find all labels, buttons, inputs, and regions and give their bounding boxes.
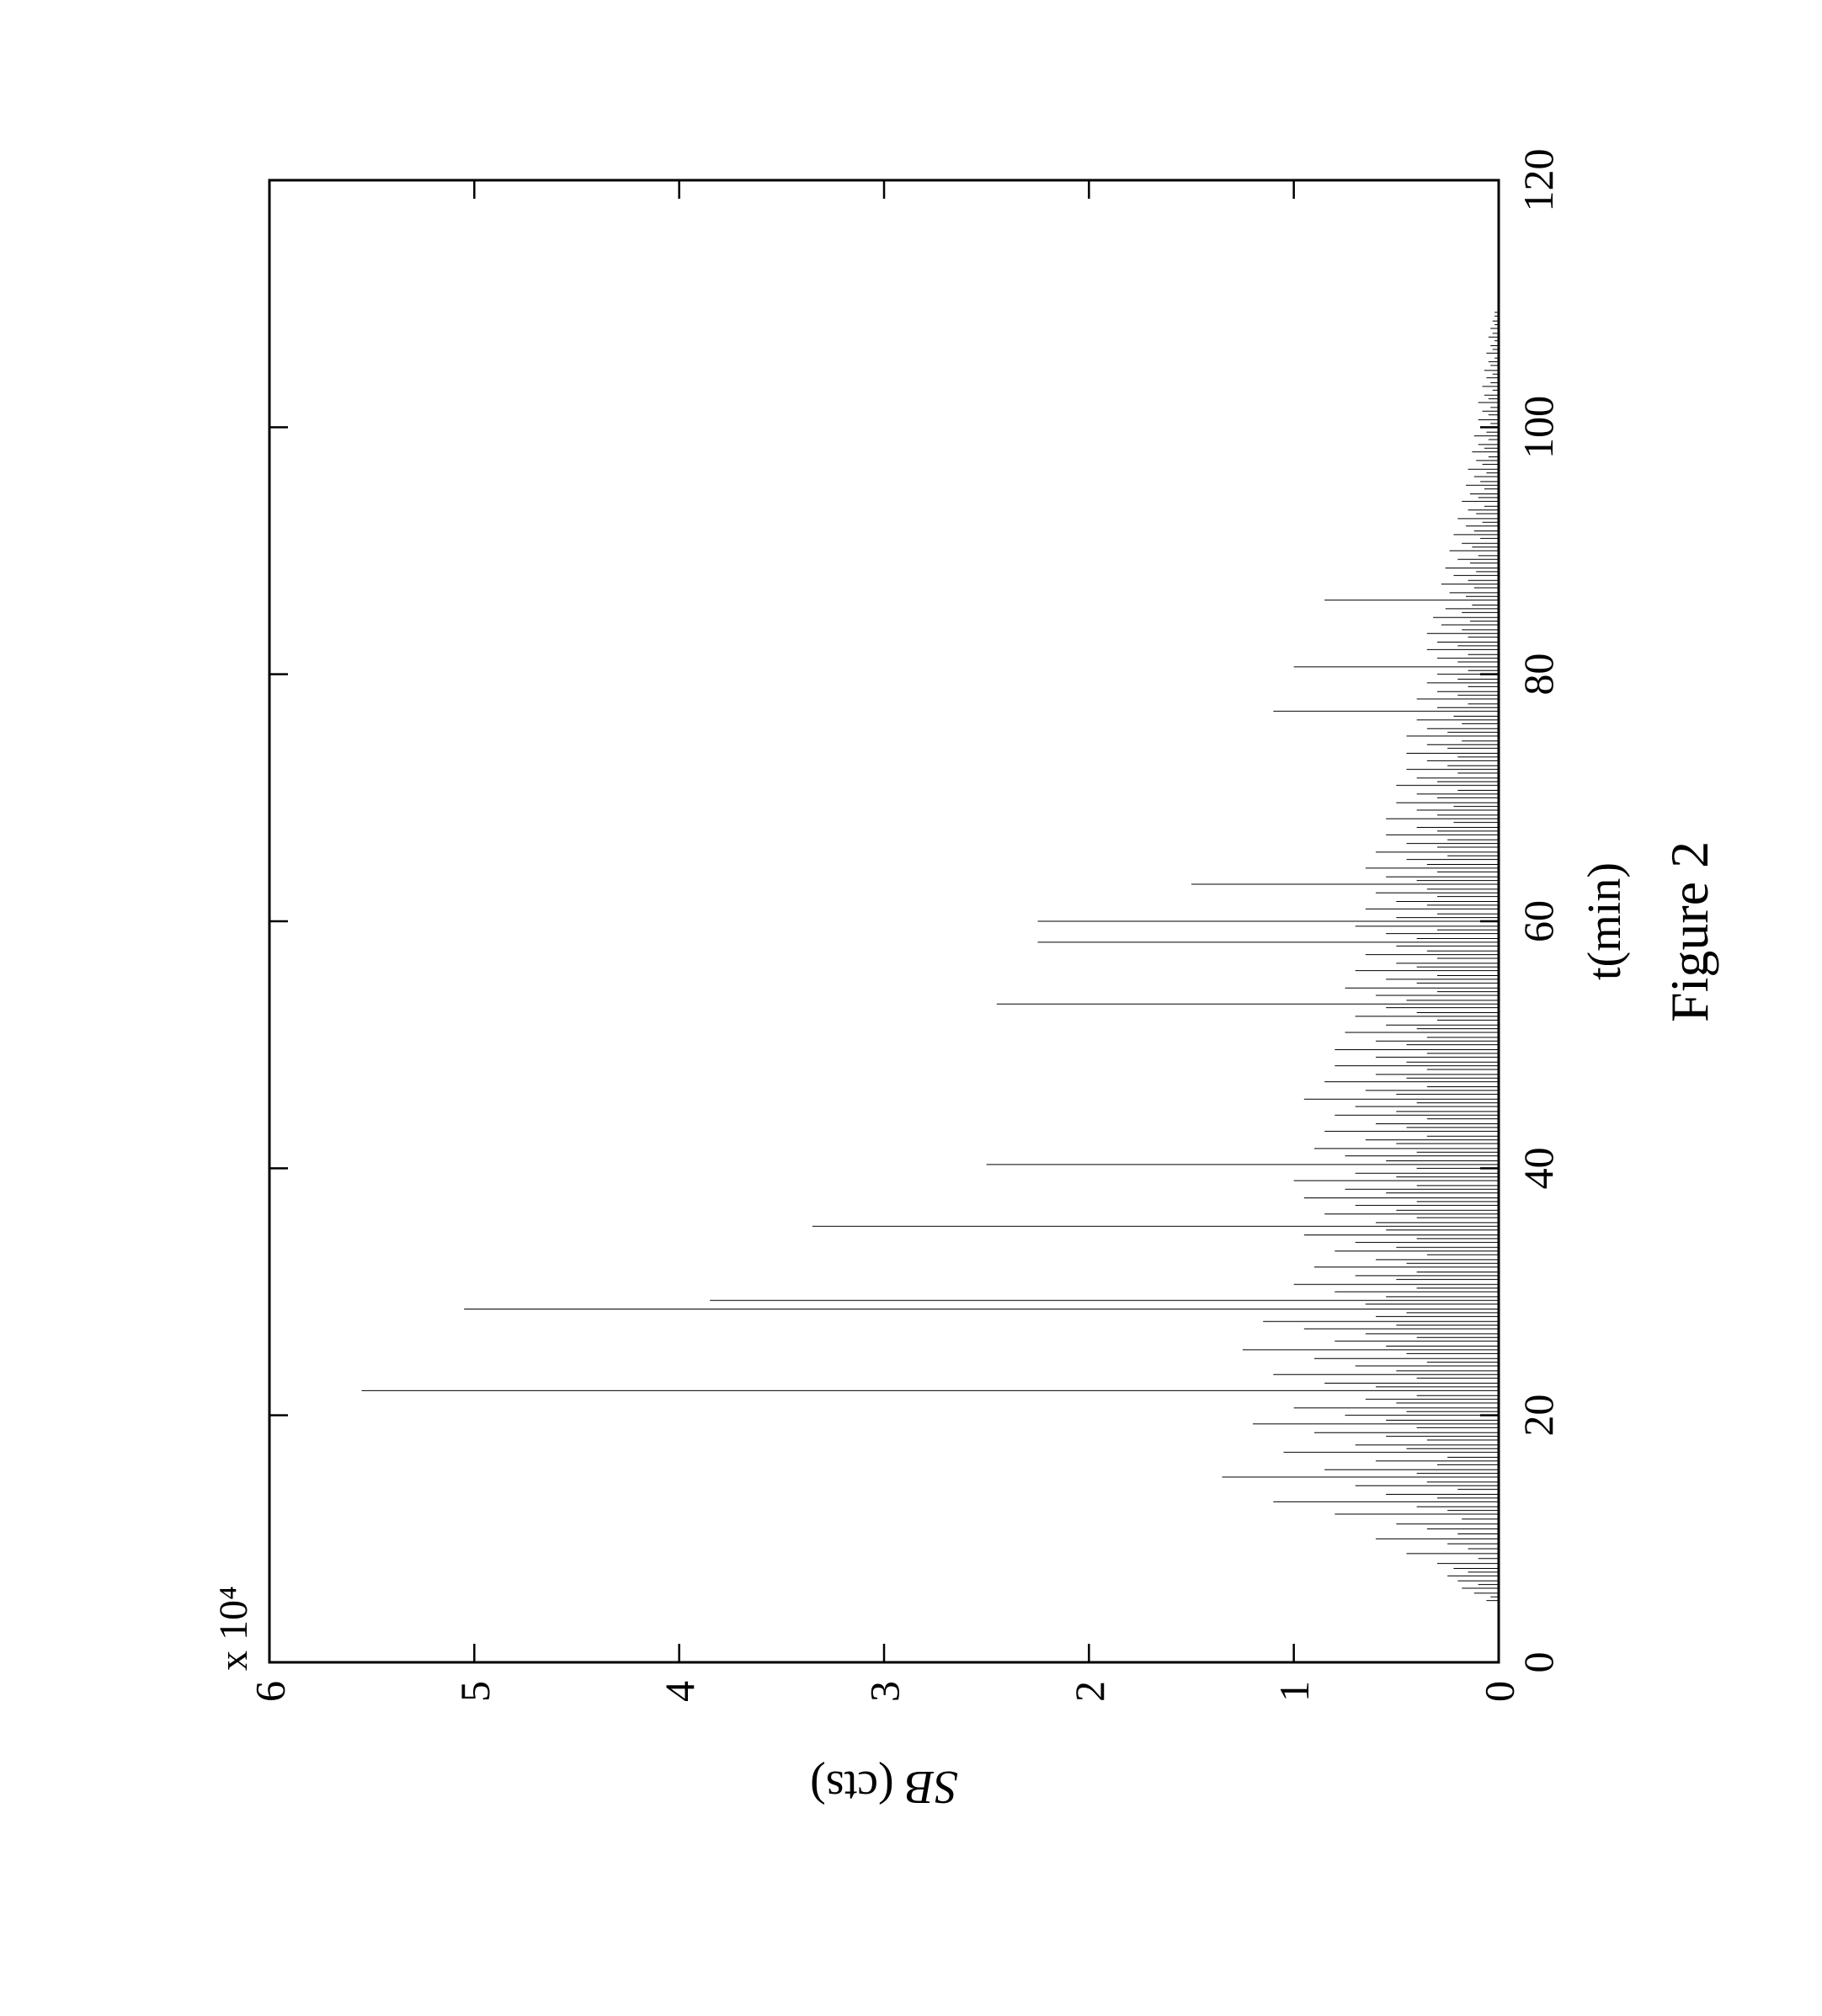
chart-svg: 0 20 40 60 80 100 120 0 1 2 3 4 5 6 t(min) SB (cts): [0, 0, 1822, 2016]
y-tick-label: 6: [247, 1681, 294, 1702]
x-tick-label: 100: [1515, 396, 1562, 459]
data-series: [362, 312, 1500, 1601]
y-tick-label: 2: [1066, 1681, 1113, 1702]
y-axis-label: SB (cts): [810, 1761, 958, 1813]
x-tick-label: 20: [1515, 1395, 1562, 1437]
y-tick-label: 1: [1271, 1681, 1318, 1702]
y-axis-multiplier: x 10⁴: [210, 1586, 257, 1671]
x-tick-label: 120: [1515, 149, 1562, 212]
x-tick-label: 80: [1515, 653, 1562, 696]
x-tick-label: 60: [1515, 900, 1562, 942]
page: 0 20 40 60 80 100 120 0 1 2 3 4 5 6 t(min) SB (cts) x 1…: [0, 0, 1822, 2016]
figure-caption: Figure 2: [1659, 841, 1721, 1022]
x-tick-label: 40: [1515, 1147, 1562, 1189]
figure-container: 0 20 40 60 80 100 120 0 1 2 3 4 5 6 t(min) SB (cts) x 1…: [0, 0, 1822, 2016]
x-tick-label: 0: [1515, 1652, 1562, 1673]
x-axis-label: t(min): [1579, 862, 1631, 980]
y-tick-label: 4: [656, 1681, 703, 1702]
y-tick-label: 5: [451, 1681, 498, 1702]
y-tick-label: 0: [1476, 1681, 1523, 1702]
y-tick-label: 3: [861, 1681, 908, 1702]
